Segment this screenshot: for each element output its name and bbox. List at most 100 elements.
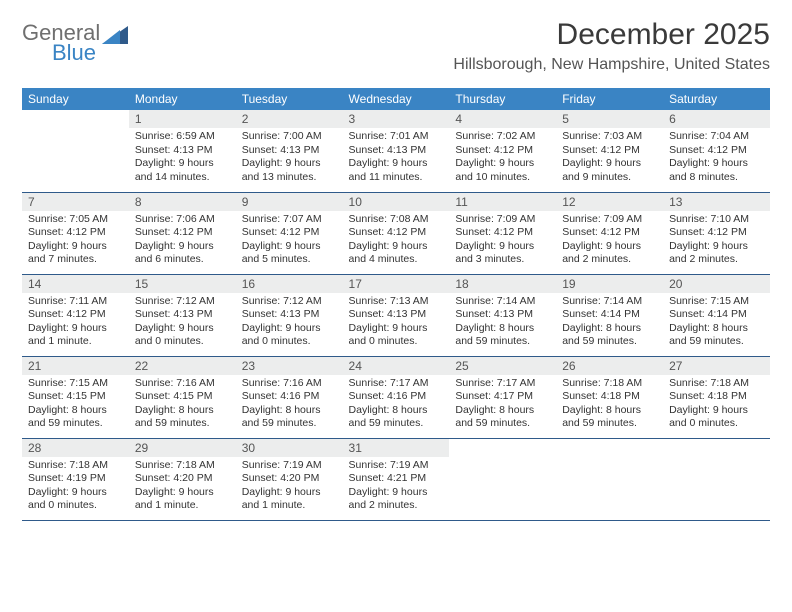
sunset-text: Sunset: 4:12 PM bbox=[28, 226, 123, 240]
calendar-day-cell: 22Sunrise: 7:16 AMSunset: 4:15 PMDayligh… bbox=[129, 356, 236, 438]
calendar-day-cell: 9Sunrise: 7:07 AMSunset: 4:12 PMDaylight… bbox=[236, 192, 343, 274]
day-details: Sunrise: 7:15 AMSunset: 4:14 PMDaylight:… bbox=[663, 293, 770, 354]
calendar-day-cell: 14Sunrise: 7:11 AMSunset: 4:12 PMDayligh… bbox=[22, 274, 129, 356]
sunset-text: Sunset: 4:13 PM bbox=[135, 144, 230, 158]
sunrise-text: Sunrise: 7:18 AM bbox=[135, 459, 230, 473]
day-number: 14 bbox=[22, 275, 129, 293]
sunset-text: Sunset: 4:15 PM bbox=[135, 390, 230, 404]
day-number: 13 bbox=[663, 193, 770, 211]
day-number: 12 bbox=[556, 193, 663, 211]
daylight-text: Daylight: 9 hours and 0 minutes. bbox=[669, 404, 764, 431]
column-header: Saturday bbox=[663, 88, 770, 110]
daylight-text: Daylight: 9 hours and 10 minutes. bbox=[455, 157, 550, 184]
daylight-text: Daylight: 9 hours and 4 minutes. bbox=[349, 240, 444, 267]
sunrise-text: Sunrise: 7:11 AM bbox=[28, 295, 123, 309]
daylight-text: Daylight: 9 hours and 2 minutes. bbox=[669, 240, 764, 267]
sunrise-text: Sunrise: 7:07 AM bbox=[242, 213, 337, 227]
calendar-day-cell: 13Sunrise: 7:10 AMSunset: 4:12 PMDayligh… bbox=[663, 192, 770, 274]
sunset-text: Sunset: 4:12 PM bbox=[135, 226, 230, 240]
calendar-day-cell: 23Sunrise: 7:16 AMSunset: 4:16 PMDayligh… bbox=[236, 356, 343, 438]
sunset-text: Sunset: 4:18 PM bbox=[562, 390, 657, 404]
day-details: Sunrise: 7:14 AMSunset: 4:14 PMDaylight:… bbox=[556, 293, 663, 354]
day-number: 30 bbox=[236, 439, 343, 457]
day-number: 4 bbox=[449, 110, 556, 128]
calendar-day-cell: 21Sunrise: 7:15 AMSunset: 4:15 PMDayligh… bbox=[22, 356, 129, 438]
day-details: Sunrise: 7:09 AMSunset: 4:12 PMDaylight:… bbox=[556, 211, 663, 272]
calendar-day-cell: 8Sunrise: 7:06 AMSunset: 4:12 PMDaylight… bbox=[129, 192, 236, 274]
day-details: Sunrise: 7:15 AMSunset: 4:15 PMDaylight:… bbox=[22, 375, 129, 436]
calendar-day-cell: 17Sunrise: 7:13 AMSunset: 4:13 PMDayligh… bbox=[343, 274, 450, 356]
sunset-text: Sunset: 4:18 PM bbox=[669, 390, 764, 404]
calendar-day-cell: 1Sunrise: 6:59 AMSunset: 4:13 PMDaylight… bbox=[129, 110, 236, 192]
sunrise-text: Sunrise: 7:04 AM bbox=[669, 130, 764, 144]
day-details: Sunrise: 7:11 AMSunset: 4:12 PMDaylight:… bbox=[22, 293, 129, 354]
daylight-text: Daylight: 9 hours and 9 minutes. bbox=[562, 157, 657, 184]
day-details: Sunrise: 7:02 AMSunset: 4:12 PMDaylight:… bbox=[449, 128, 556, 189]
day-number: 2 bbox=[236, 110, 343, 128]
sunset-text: Sunset: 4:17 PM bbox=[455, 390, 550, 404]
calendar-week-row: 28Sunrise: 7:18 AMSunset: 4:19 PMDayligh… bbox=[22, 438, 770, 520]
sunset-text: Sunset: 4:13 PM bbox=[349, 144, 444, 158]
day-number: 27 bbox=[663, 357, 770, 375]
calendar-page: General Blue December 2025 Hillsborough,… bbox=[0, 0, 792, 521]
sunset-text: Sunset: 4:12 PM bbox=[455, 144, 550, 158]
day-number: 11 bbox=[449, 193, 556, 211]
sunset-text: Sunset: 4:13 PM bbox=[455, 308, 550, 322]
sunset-text: Sunset: 4:15 PM bbox=[28, 390, 123, 404]
calendar-day-cell bbox=[22, 110, 129, 192]
logo-text-block: General Blue bbox=[22, 22, 100, 64]
day-number: 18 bbox=[449, 275, 556, 293]
daylight-text: Daylight: 8 hours and 59 minutes. bbox=[135, 404, 230, 431]
calendar-day-cell: 26Sunrise: 7:18 AMSunset: 4:18 PMDayligh… bbox=[556, 356, 663, 438]
day-number: 23 bbox=[236, 357, 343, 375]
calendar-day-cell: 11Sunrise: 7:09 AMSunset: 4:12 PMDayligh… bbox=[449, 192, 556, 274]
calendar-day-cell bbox=[663, 438, 770, 520]
calendar-body: 1Sunrise: 6:59 AMSunset: 4:13 PMDaylight… bbox=[22, 110, 770, 520]
sunrise-text: Sunrise: 7:14 AM bbox=[455, 295, 550, 309]
daylight-text: Daylight: 9 hours and 3 minutes. bbox=[455, 240, 550, 267]
day-number bbox=[556, 439, 663, 443]
sunrise-text: Sunrise: 7:12 AM bbox=[242, 295, 337, 309]
day-details: Sunrise: 6:59 AMSunset: 4:13 PMDaylight:… bbox=[129, 128, 236, 189]
calendar-day-cell: 27Sunrise: 7:18 AMSunset: 4:18 PMDayligh… bbox=[663, 356, 770, 438]
sunset-text: Sunset: 4:16 PM bbox=[349, 390, 444, 404]
daylight-text: Daylight: 8 hours and 59 minutes. bbox=[455, 322, 550, 349]
sunset-text: Sunset: 4:20 PM bbox=[242, 472, 337, 486]
daylight-text: Daylight: 9 hours and 7 minutes. bbox=[28, 240, 123, 267]
sunrise-text: Sunrise: 7:08 AM bbox=[349, 213, 444, 227]
daylight-text: Daylight: 9 hours and 0 minutes. bbox=[242, 322, 337, 349]
calendar-day-cell: 28Sunrise: 7:18 AMSunset: 4:19 PMDayligh… bbox=[22, 438, 129, 520]
daylight-text: Daylight: 8 hours and 59 minutes. bbox=[28, 404, 123, 431]
calendar-day-cell: 18 Sunrise: 7:14 AMSunset: 4:13 PMDayligh… bbox=[449, 274, 556, 356]
day-number: 21 bbox=[22, 357, 129, 375]
daylight-text: Daylight: 8 hours and 59 minutes. bbox=[669, 322, 764, 349]
day-number bbox=[449, 439, 556, 443]
calendar-day-cell: 6Sunrise: 7:04 AMSunset: 4:12 PMDaylight… bbox=[663, 110, 770, 192]
sunrise-text: Sunrise: 7:16 AM bbox=[242, 377, 337, 391]
calendar-day-cell: 2Sunrise: 7:00 AMSunset: 4:13 PMDaylight… bbox=[236, 110, 343, 192]
sunrise-text: Sunrise: 7:01 AM bbox=[349, 130, 444, 144]
column-header: Sunday bbox=[22, 88, 129, 110]
calendar-day-cell: 24Sunrise: 7:17 AMSunset: 4:16 PMDayligh… bbox=[343, 356, 450, 438]
daylight-text: Daylight: 9 hours and 6 minutes. bbox=[135, 240, 230, 267]
calendar-day-cell: 10Sunrise: 7:08 AMSunset: 4:12 PMDayligh… bbox=[343, 192, 450, 274]
day-details: Sunrise: 7:01 AMSunset: 4:13 PMDaylight:… bbox=[343, 128, 450, 189]
day-number: 28 bbox=[22, 439, 129, 457]
day-details: Sunrise: 7:05 AMSunset: 4:12 PMDaylight:… bbox=[22, 211, 129, 272]
sunset-text: Sunset: 4:13 PM bbox=[242, 308, 337, 322]
sunrise-text: Sunrise: 7:03 AM bbox=[562, 130, 657, 144]
daylight-text: Daylight: 9 hours and 0 minutes. bbox=[349, 322, 444, 349]
daylight-text: Daylight: 9 hours and 11 minutes. bbox=[349, 157, 444, 184]
daylight-text: Daylight: 9 hours and 13 minutes. bbox=[242, 157, 337, 184]
day-details: Sunrise: 7:17 AMSunset: 4:16 PMDaylight:… bbox=[343, 375, 450, 436]
sunrise-text: Sunrise: 7:02 AM bbox=[455, 130, 550, 144]
sunrise-text: Sunrise: 7:16 AM bbox=[135, 377, 230, 391]
sunset-text: Sunset: 4:14 PM bbox=[669, 308, 764, 322]
day-number bbox=[663, 439, 770, 443]
sunrise-text: Sunrise: 7:17 AM bbox=[455, 377, 550, 391]
daylight-text: Daylight: 9 hours and 1 minute. bbox=[242, 486, 337, 513]
sunset-text: Sunset: 4:12 PM bbox=[455, 226, 550, 240]
sunrise-text: Sunrise: 7:18 AM bbox=[28, 459, 123, 473]
sunset-text: Sunset: 4:12 PM bbox=[562, 226, 657, 240]
daylight-text: Daylight: 9 hours and 2 minutes. bbox=[562, 240, 657, 267]
